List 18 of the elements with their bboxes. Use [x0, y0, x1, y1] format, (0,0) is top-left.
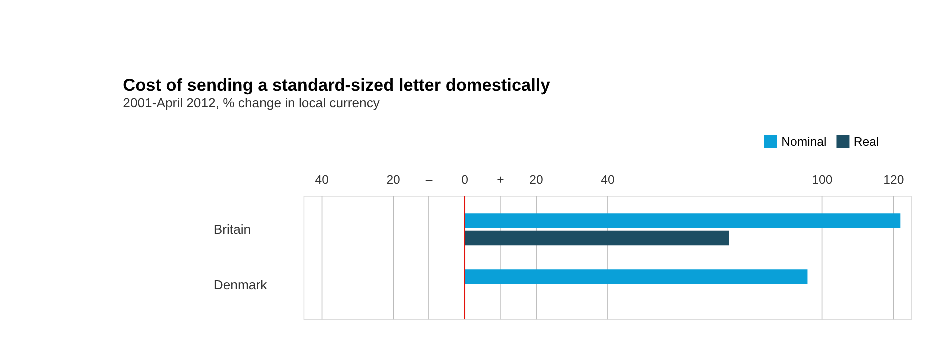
chart-subtitle: 2001-April 2012, % change in local currency	[123, 95, 380, 110]
x-tick-label: 120	[884, 173, 904, 188]
chart-title: Cost of sending a standard-sized letter domestically	[123, 74, 551, 95]
x-tick-label: 100	[812, 173, 833, 188]
x-tick-label: 40	[315, 173, 330, 188]
legend-label: Real	[854, 134, 880, 149]
y-tick-label: Britain	[214, 222, 252, 237]
legend-label: Nominal	[782, 134, 827, 149]
x-tick-label: +	[497, 173, 504, 188]
bar	[464, 230, 730, 246]
x-tick-label: –	[426, 173, 433, 188]
y-tick-label: Denmark	[214, 278, 268, 293]
bar	[464, 270, 808, 284]
x-tick-label: 20	[530, 173, 544, 188]
bar	[464, 214, 901, 228]
x-tick-label: 20	[386, 173, 401, 188]
x-tick-label: 0	[462, 173, 469, 188]
x-tick-label: 40	[601, 173, 615, 188]
